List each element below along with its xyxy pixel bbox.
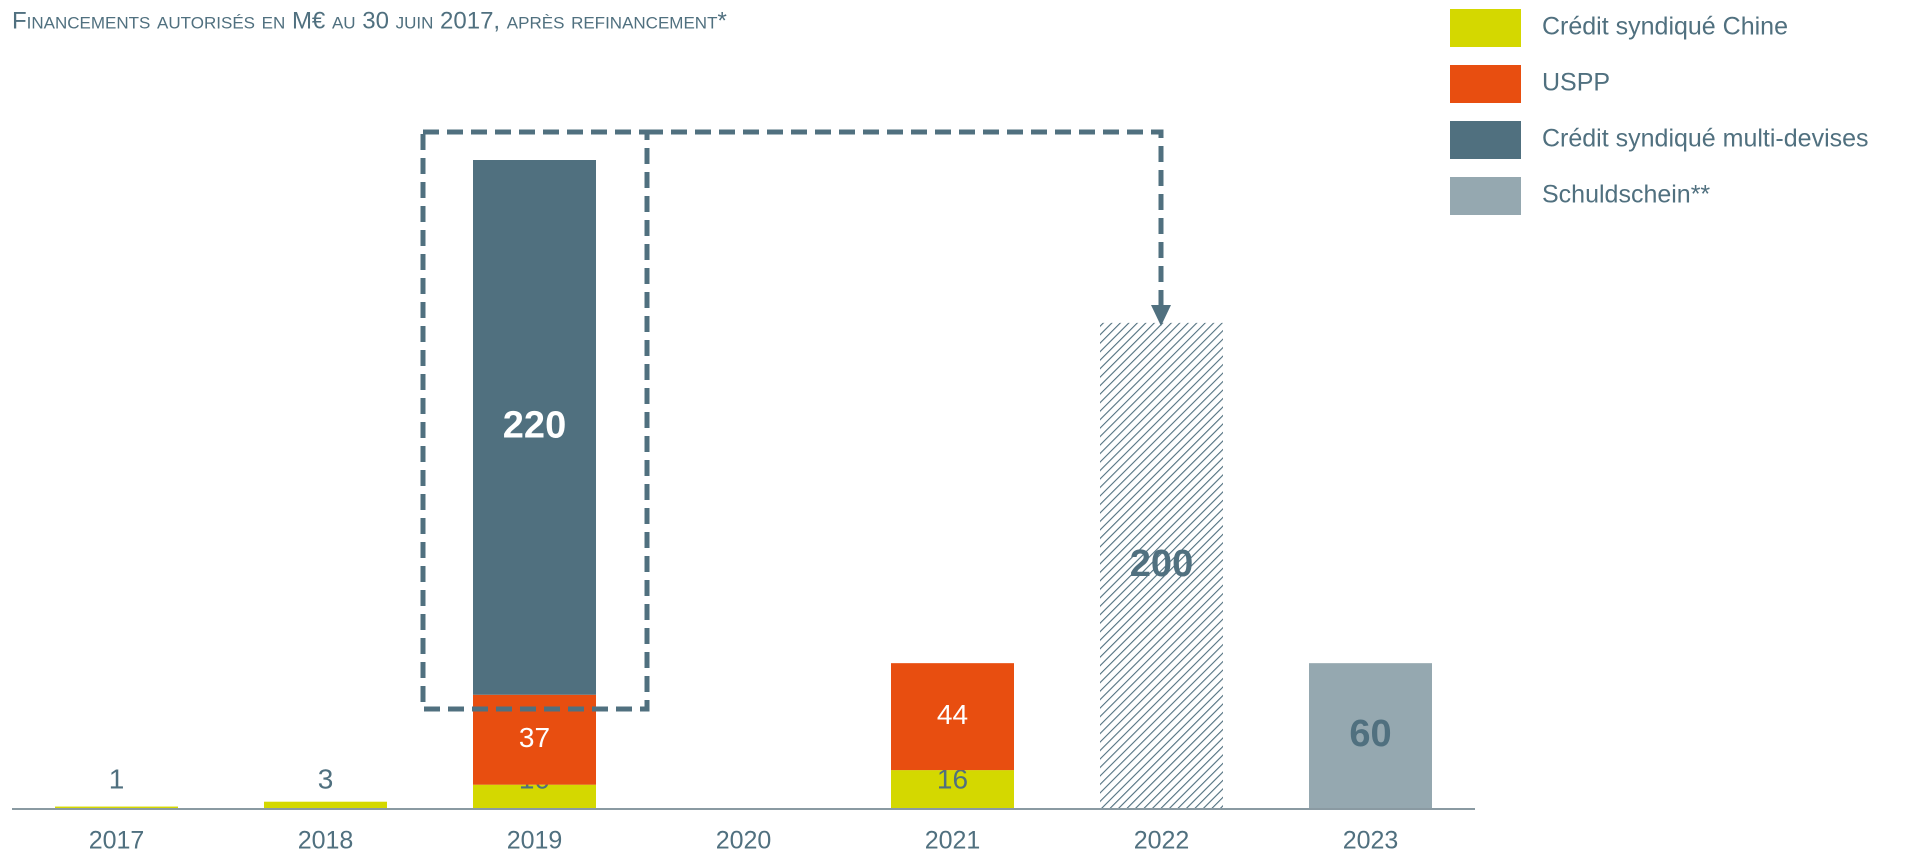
x-tick-label: 2022 xyxy=(1134,827,1190,853)
plot: 2017120183201910372202020202116442022200… xyxy=(55,160,1432,853)
bar xyxy=(891,663,1014,771)
x-tick-label: 2017 xyxy=(89,827,145,853)
data-label: 3 xyxy=(318,763,334,794)
chart-title: Financements autorisés en M€ au 30 juin … xyxy=(12,7,727,34)
data-label: 37 xyxy=(519,722,550,753)
x-tick-label: 2021 xyxy=(925,827,981,853)
data-label: 44 xyxy=(937,699,968,730)
x-tick-label: 2023 xyxy=(1343,827,1399,853)
legend-label: Crédit syndiqué multi-devises xyxy=(1542,125,1869,153)
x-tick-label: 2020 xyxy=(716,827,772,853)
x-tick-label: 2018 xyxy=(298,827,354,853)
bar xyxy=(473,784,596,809)
bar xyxy=(1309,663,1432,809)
x-tick-label: 2019 xyxy=(507,827,563,853)
data-label: 1 xyxy=(109,763,125,794)
legend: Crédit syndiqué Chine USPP Crédit syndiqué… xyxy=(1450,9,1869,215)
legend-label: Schuldschein** xyxy=(1542,181,1710,209)
dashed-arrow xyxy=(647,129,1164,312)
bar xyxy=(473,160,596,695)
legend-swatch xyxy=(1450,9,1521,47)
dashed-box xyxy=(420,129,650,712)
bar xyxy=(1100,322,1223,809)
arrow-head xyxy=(1151,305,1171,326)
legend-swatch xyxy=(1450,121,1521,159)
bar xyxy=(55,806,178,809)
legend-swatch xyxy=(1450,65,1521,103)
legend-label: Crédit syndiqué Chine xyxy=(1542,13,1788,41)
bar xyxy=(264,801,387,809)
data-label: 60 xyxy=(1349,713,1391,755)
bar xyxy=(891,770,1014,809)
legend-label: USPP xyxy=(1542,69,1610,97)
legend-swatch xyxy=(1450,177,1521,215)
data-label: 200 xyxy=(1130,543,1193,585)
data-label: 220 xyxy=(503,404,566,446)
